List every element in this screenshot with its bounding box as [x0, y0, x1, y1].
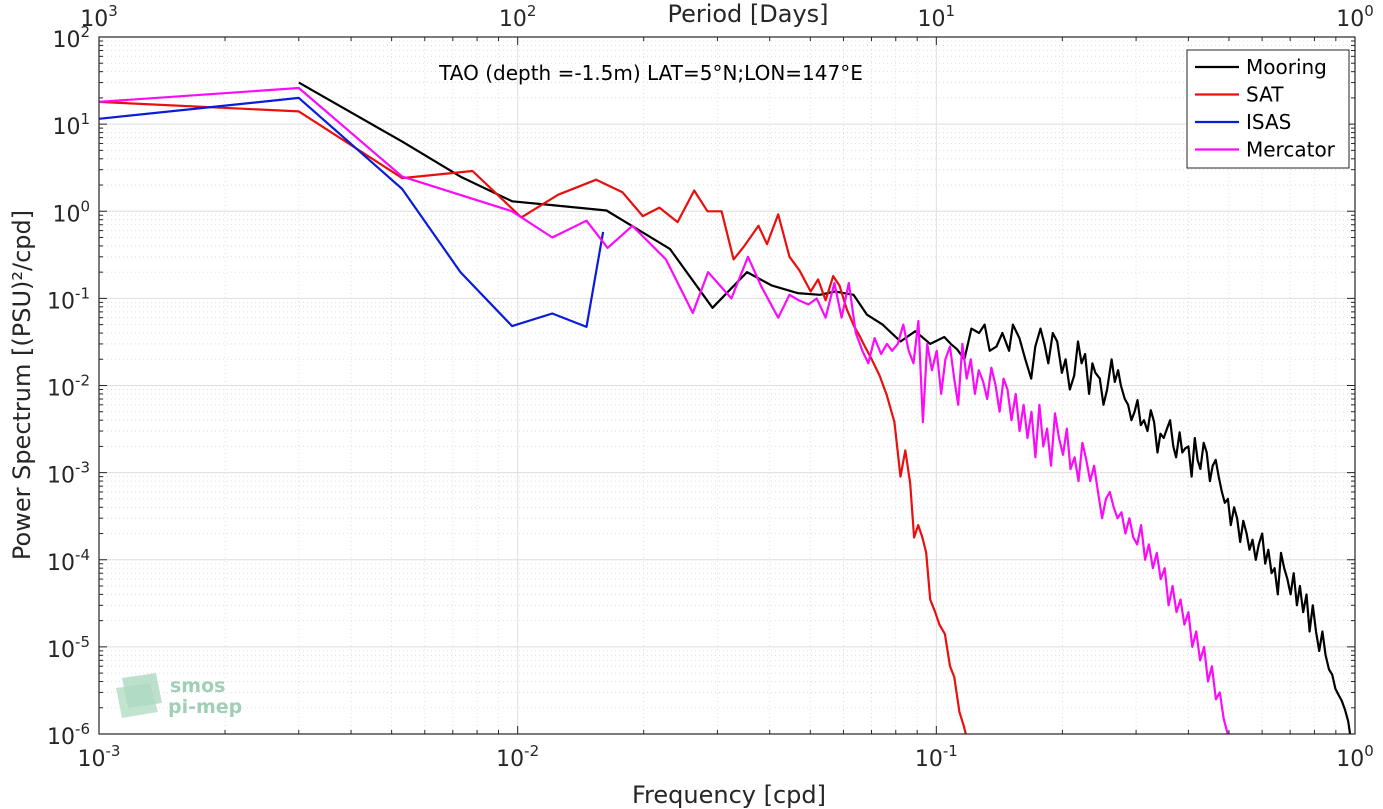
x-tick-label: 100 — [1336, 742, 1374, 772]
smos-pi-mep-logo: smos pi-mep — [116, 673, 242, 718]
series-line-isas — [99, 96, 605, 328]
y-tick-label: 10-1 — [47, 284, 90, 314]
top-tick-label: 103 — [80, 2, 118, 32]
chart-title: TAO (depth =-1.5m) LAT=5°N;LON=147°E — [438, 61, 863, 85]
top-axis-label: Period [Days] — [667, 0, 828, 28]
y-tick-label: 10-3 — [47, 459, 90, 489]
legend: Mooring SAT ISAS Mercator — [1186, 49, 1350, 169]
legend-label-mooring: Mooring — [1246, 55, 1327, 79]
logo-mark-layer — [122, 673, 162, 708]
tick-marks — [98, 36, 1356, 735]
top-tick-label: 102 — [499, 2, 537, 32]
x-tick-label: 10-1 — [915, 742, 958, 772]
x-tick-label: 10-2 — [496, 742, 539, 772]
y-tick-label: 100 — [52, 197, 90, 227]
top-tick-label: 100 — [1336, 2, 1374, 32]
major-grid — [98, 36, 1356, 735]
x-axis-label: Frequency [cpd] — [632, 781, 826, 809]
legend-label-mercator: Mercator — [1246, 138, 1336, 162]
y-axis-label: Power Spectrum [(PSU)²/cpd] — [8, 210, 36, 560]
logo-text-pi-mep: pi-mep — [168, 696, 242, 718]
legend-box — [1186, 49, 1350, 169]
y-tick-label: 10-5 — [47, 633, 90, 663]
top-tick-label: 101 — [918, 2, 956, 32]
series-line-sat — [99, 100, 967, 734]
y-tick-label: 101 — [52, 110, 90, 140]
series-line-mercator — [99, 86, 1229, 734]
y-tick-label: 10-2 — [47, 372, 90, 402]
legend-label-sat: SAT — [1246, 83, 1284, 107]
series-layer — [99, 81, 1352, 734]
y-tick-label: 10-6 — [47, 720, 90, 750]
y-tick-label: 10-4 — [47, 546, 90, 576]
legend-label-isas: ISAS — [1246, 110, 1291, 134]
y-tick-label: 102 — [52, 23, 90, 53]
x-tick-label: 10-3 — [78, 742, 121, 772]
logo-text-smos: smos — [170, 675, 225, 697]
